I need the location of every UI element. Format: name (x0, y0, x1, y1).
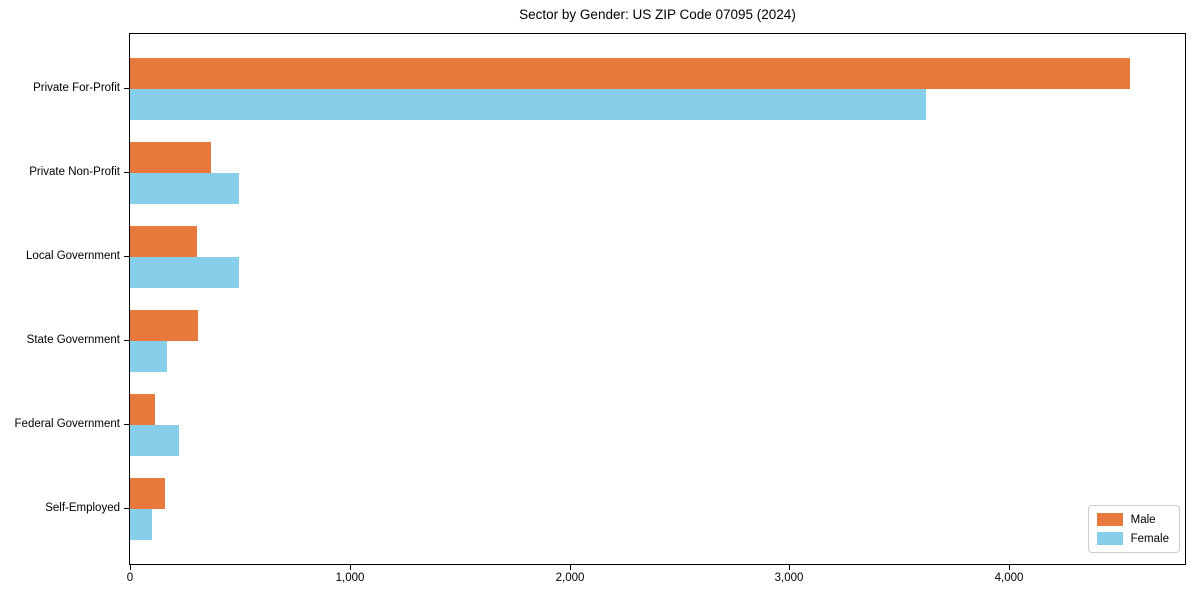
bar-male-self-employed (130, 478, 165, 509)
bar-male-state-government (130, 310, 198, 341)
x-tick-label-2000: 2,000 (555, 572, 585, 584)
legend-item-male: Male (1096, 513, 1169, 526)
legend-swatch-female (1096, 532, 1123, 545)
x-tick-label-4000: 4,000 (994, 572, 1024, 584)
y-axis-label-local-government: Local Government (26, 250, 120, 262)
bar-female-self-employed (130, 509, 152, 540)
legend-label-male: Male (1130, 513, 1156, 526)
y-axis-label-state-government: State Government (26, 334, 120, 346)
x-tick-label-1000: 1,000 (335, 572, 365, 584)
y-axis-label-private-for-profit: Private For-Profit (33, 82, 120, 94)
legend: Male Female (1087, 505, 1180, 553)
y-tick-self-employed (124, 508, 129, 509)
bar-female-private-non-profit (130, 173, 239, 204)
y-tick-federal-government (124, 424, 129, 425)
x-tick-0 (130, 565, 131, 570)
y-tick-private-for-profit (124, 88, 129, 89)
y-axis-label-private-non-profit: Private Non-Profit (29, 166, 120, 178)
bar-female-state-government (130, 341, 167, 372)
x-tick-label-3000: 3,000 (774, 572, 804, 584)
x-tick-label-0: 0 (126, 572, 134, 584)
y-tick-private-non-profit (124, 172, 129, 173)
legend-swatch-male (1096, 513, 1123, 526)
y-axis-label-federal-government: Federal Government (14, 418, 120, 430)
y-tick-local-government (124, 256, 129, 257)
plot-area: Male Female (129, 33, 1186, 565)
y-axis-label-self-employed: Self-Employed (45, 502, 120, 514)
y-tick-state-government (124, 340, 129, 341)
x-tick-1000 (350, 565, 351, 570)
chart-title: Sector by Gender: US ZIP Code 07095 (202… (519, 7, 796, 22)
legend-label-female: Female (1130, 532, 1169, 545)
bar-male-private-for-profit (130, 58, 1130, 89)
bar-female-federal-government (130, 425, 179, 456)
bar-male-local-government (130, 226, 197, 257)
x-tick-4000 (1009, 565, 1010, 570)
bar-female-local-government (130, 257, 239, 288)
x-tick-3000 (789, 565, 790, 570)
bar-male-private-non-profit (130, 142, 211, 173)
x-tick-2000 (570, 565, 571, 570)
legend-item-female: Female (1096, 532, 1169, 545)
bar-male-federal-government (130, 394, 155, 425)
bar-female-private-for-profit (130, 89, 926, 120)
